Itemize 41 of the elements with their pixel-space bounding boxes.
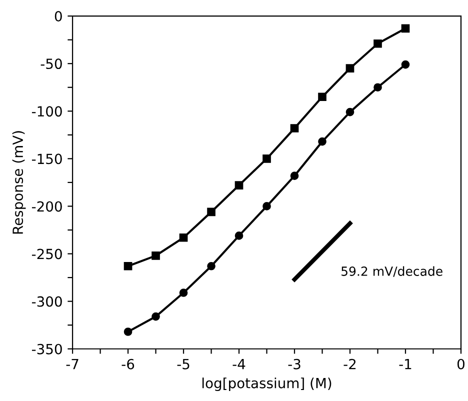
point (290, 172, 299, 180)
y-tick-label: -100 (32, 106, 62, 117)
y-tick-label: -200 (32, 201, 62, 212)
point (152, 312, 160, 321)
point (179, 288, 188, 297)
point (318, 137, 326, 146)
y-tick-label: -350 (32, 344, 62, 354)
point (346, 108, 354, 116)
point (124, 328, 132, 336)
point (234, 232, 244, 240)
point (374, 39, 382, 48)
point (262, 202, 271, 210)
annotation: 59.2 mV/decade (342, 266, 442, 277)
point (124, 262, 132, 270)
point (207, 262, 216, 270)
point (207, 208, 216, 216)
x-tick-label: -5 (177, 359, 190, 370)
y-tick-label: -250 (32, 248, 62, 260)
x-tick-label: -4 (232, 359, 246, 370)
point (346, 64, 354, 73)
x-tick-label: -7 (66, 359, 78, 370)
y-axis-title: Response (mV) (12, 131, 26, 234)
point (262, 154, 271, 163)
point (318, 92, 326, 102)
point (234, 181, 244, 190)
point (290, 124, 299, 132)
x-tick-label: -1 (399, 359, 412, 370)
y-tick-label: -50 (40, 58, 62, 70)
x-axis-title: log[potassium] (M) (202, 378, 332, 392)
y-tick-label: 0 (54, 11, 62, 22)
point (401, 24, 410, 33)
x-tick-label: -3 (288, 358, 300, 370)
point (401, 60, 410, 69)
x-tick-label: 0 (457, 358, 464, 370)
x-tick-label: -6 (122, 358, 134, 370)
x-tick-label: -2 (344, 358, 356, 370)
point (374, 83, 382, 92)
y-tick-label: -300 (32, 296, 62, 307)
point (152, 252, 160, 260)
y-tick-label: -150 (32, 154, 62, 164)
point (179, 233, 188, 242)
